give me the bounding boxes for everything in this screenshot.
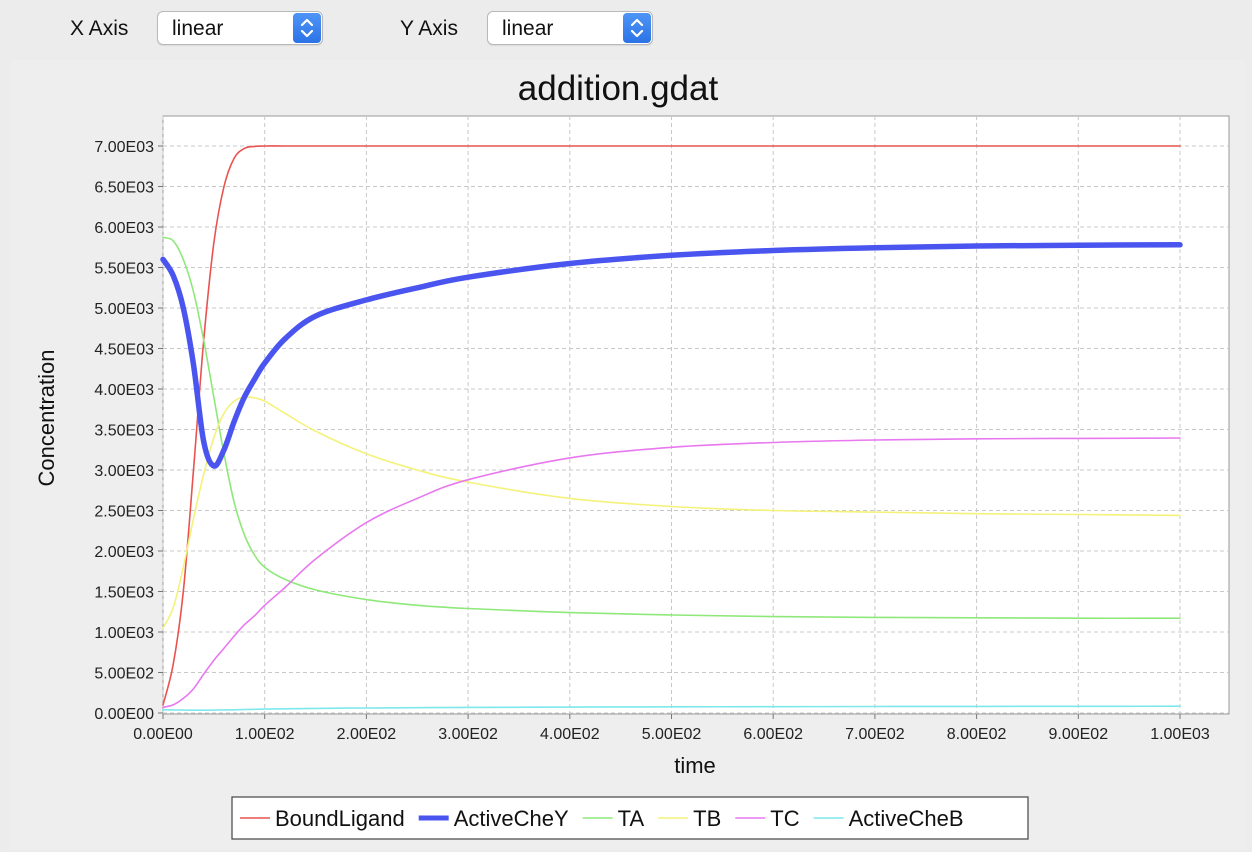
plot-area	[162, 115, 1230, 715]
series-lines	[160, 145, 1183, 711]
y-axis-title: Concentration	[34, 350, 59, 487]
series-line-tc	[162, 437, 1181, 709]
x-axis-select-value: linear	[172, 17, 224, 40]
y-tick-label: 5.50E03	[94, 261, 154, 278]
legend-box	[231, 796, 1029, 840]
x-tick-label: 5.00E02	[642, 726, 702, 743]
y-tick-label: 3.50E03	[94, 423, 154, 440]
y-axis-select-value: linear	[502, 17, 554, 40]
x-tick-label: 9.00E02	[1048, 726, 1108, 743]
x-tick-label: 6.00E02	[743, 726, 803, 743]
y-tick-label: 1.00E03	[94, 625, 154, 642]
y-tick-label: 5.00E02	[94, 666, 154, 683]
y-tick-label: 6.50E03	[94, 180, 154, 197]
y-tick-label: 5.00E03	[94, 301, 154, 318]
x-axis-label: X Axis	[70, 17, 129, 40]
x-tick-label: 1.00E02	[235, 726, 295, 743]
x-tick-label: 2.00E02	[337, 726, 397, 743]
legend-label-ta: TA	[618, 806, 645, 831]
x-tick-label: 8.00E02	[947, 726, 1007, 743]
series-line-activechey	[160, 242, 1183, 469]
y-axis-select[interactable]: linear	[487, 11, 653, 45]
x-axis-ticks: 0.00E00 1.00E02 2.00E02 3.00E02 4.00E02 5.00E…	[133, 714, 1210, 743]
legend-label-boundligand: BoundLigand	[275, 806, 405, 831]
y-tick-label: 0.00E00	[94, 706, 154, 723]
x-axis-select-stepper[interactable]	[293, 13, 321, 43]
y-axis-select-stepper[interactable]	[623, 13, 651, 43]
x-tick-label: 7.00E02	[845, 726, 905, 743]
y-tick-label: 4.00E03	[94, 382, 154, 399]
x-tick-label: 0.00E00	[133, 726, 193, 743]
legend: BoundLigand ActiveCheY TA TB TC ActiveCheB	[240, 806, 964, 831]
x-axis-title: time	[674, 753, 716, 778]
legend-label-activecheb: ActiveCheB	[849, 806, 964, 831]
chart-title: addition.gdat	[518, 69, 719, 108]
series-line-tb	[162, 396, 1181, 629]
y-axis-label: Y Axis	[400, 17, 458, 40]
series-line-activecheb	[162, 705, 1181, 711]
legend-label-activechey: ActiveCheY	[454, 806, 569, 831]
x-axis-select[interactable]: linear	[157, 11, 323, 45]
axis-controls: X Axis linear Y Axis linear	[0, 0, 1252, 58]
series-line-ta	[162, 236, 1181, 620]
y-tick-label: 1.50E03	[94, 585, 154, 602]
y-tick-label: 4.50E03	[94, 342, 154, 359]
legend-label-tb: TB	[693, 806, 721, 831]
y-tick-label: 6.00E03	[94, 220, 154, 237]
y-tick-label: 3.00E03	[94, 463, 154, 480]
x-tick-label: 3.00E02	[438, 726, 498, 743]
updown-chevron-icon	[630, 18, 644, 38]
y-tick-label: 7.00E03	[94, 139, 154, 156]
y-tick-label: 2.50E03	[94, 504, 154, 521]
y-tick-label: 2.00E03	[94, 544, 154, 561]
x-tick-label: 4.00E02	[540, 726, 600, 743]
x-tick-label: 1.00E03	[1150, 726, 1210, 743]
y-axis-ticks: 0.00E00 5.00E02 1.00E03 1.50E03 2.00E03 2.50E…	[94, 139, 163, 723]
updown-chevron-icon	[300, 18, 314, 38]
legend-label-tc: TC	[770, 806, 799, 831]
